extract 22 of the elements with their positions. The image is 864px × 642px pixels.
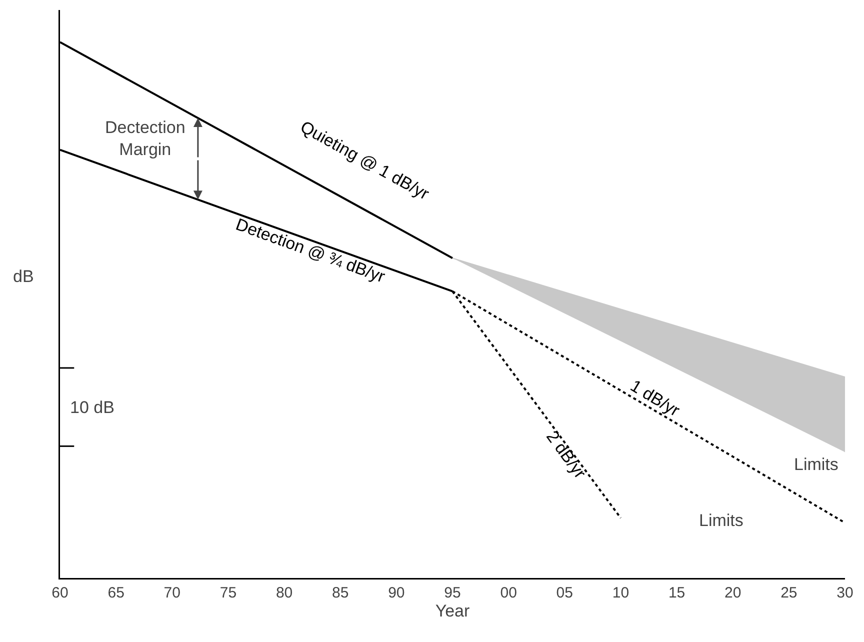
x-tick-label: 60 xyxy=(52,584,68,602)
annotation: Dectection Margin xyxy=(105,118,186,160)
x-tick-label: 05 xyxy=(556,584,573,602)
x-tick-label: 85 xyxy=(332,584,349,602)
text: 1 dB/yr xyxy=(627,376,684,420)
y-axis-title: dB xyxy=(13,267,34,286)
x-tick-label: 75 xyxy=(220,584,237,602)
x-tick-label: 95 xyxy=(444,584,461,602)
x-tick-label: 20 xyxy=(724,584,742,602)
x-tick-label: 00 xyxy=(500,584,517,602)
x-tick-label: 70 xyxy=(164,584,180,602)
annotation: 10 dB xyxy=(70,398,114,417)
x-tick-label: 10 xyxy=(612,584,630,602)
annotation: Limits xyxy=(699,511,744,530)
x-tick-label: 15 xyxy=(668,584,686,602)
annotation: Limits xyxy=(794,455,838,474)
x-tick-label: 65 xyxy=(108,584,124,602)
x-tick-label: 25 xyxy=(780,584,798,602)
x-tick-label: 90 xyxy=(388,584,405,602)
x-tick-label: 80 xyxy=(276,584,293,602)
x-axis-title: Year xyxy=(435,602,470,621)
x-tick-label: 30 xyxy=(836,584,854,602)
